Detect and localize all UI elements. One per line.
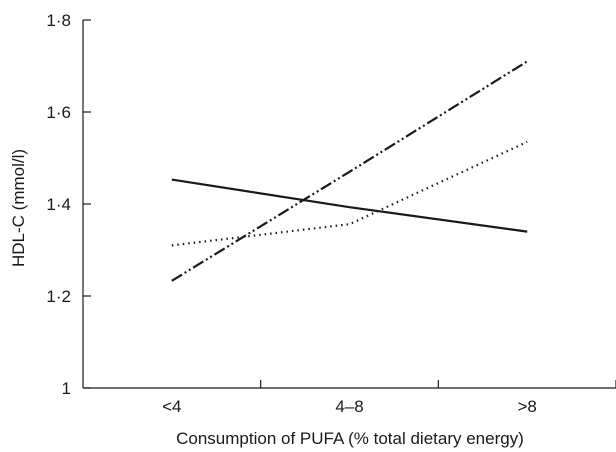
axes <box>82 20 616 389</box>
series-line-dash-dot-dot <box>171 60 528 282</box>
y-tick-label: 1·8 <box>46 11 71 30</box>
y-tick-label: 1·2 <box>46 287 71 306</box>
x-tick-label: <4 <box>162 397 181 416</box>
series-line-dotted <box>171 140 528 247</box>
x-axis-title: Consumption of PUFA (% total dietary ene… <box>176 429 524 448</box>
series-line-solid <box>171 178 528 233</box>
ticks: 1 1·2 1·4 1·6 1·8 <4 4–8 >8 <box>46 11 616 416</box>
y-tick-label: 1·4 <box>46 195 71 214</box>
series-group <box>171 60 528 282</box>
y-axis-title: HDL-C (mmol/l) <box>9 149 28 267</box>
y-tick-label: 1 <box>62 379 71 398</box>
y-tick-label: 1·6 <box>46 103 71 122</box>
x-tick-label: >8 <box>517 397 536 416</box>
x-tick-label: 4–8 <box>335 397 363 416</box>
